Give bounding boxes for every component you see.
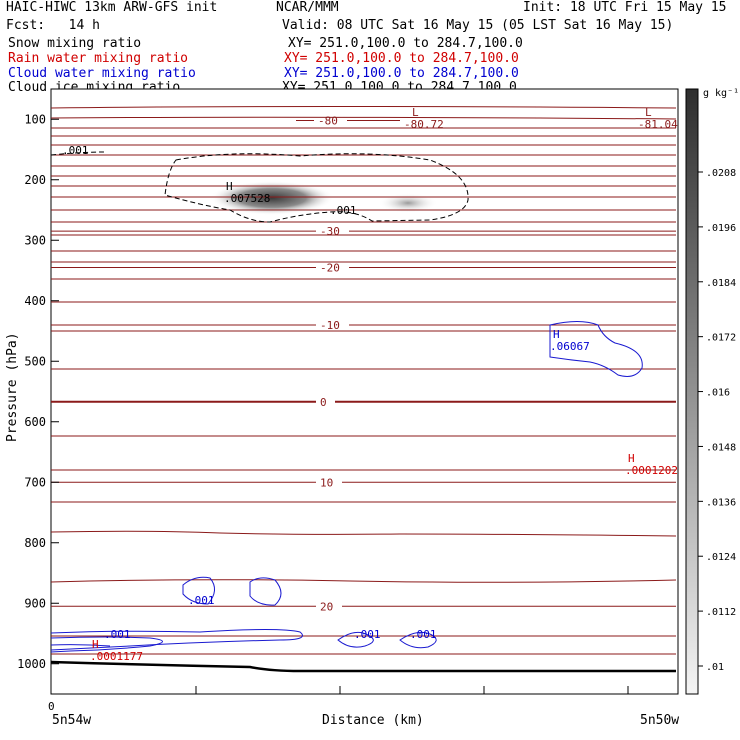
colorbar-tick-label: .016 bbox=[706, 388, 730, 399]
field-snow-xy: XY= 251.0,100.0 to 284.7,100.0 bbox=[288, 36, 523, 51]
isotherm-label: -80 bbox=[318, 114, 338, 127]
y-axis-title: Pressure (hPa) bbox=[5, 332, 20, 442]
annot-low-1-letter: L bbox=[412, 106, 419, 119]
y-tick-label: 1000 bbox=[17, 657, 46, 671]
forecast-hour: Fcst: 14 h bbox=[6, 18, 100, 33]
org-label: NCAR/MMM bbox=[276, 0, 339, 15]
snow-secondary-shading bbox=[378, 193, 438, 213]
snow-maximum-shading bbox=[210, 181, 334, 215]
colorbar-tick-label: .0112 bbox=[706, 607, 736, 618]
colorbar-tick-label: .01 bbox=[706, 662, 724, 673]
annot-ice-label-2: .001 bbox=[62, 144, 89, 157]
field-snow-name: Snow mixing ratio bbox=[8, 36, 142, 51]
valid-time: Valid: 08 UTC Sat 16 May 15 (05 LST Sat … bbox=[282, 18, 674, 33]
plot-frame bbox=[50, 88, 679, 695]
annot-cloudwater-label-4: .001 bbox=[410, 628, 437, 641]
annot-cloudwater-label-2: .001 bbox=[104, 628, 131, 641]
x-axis-left-label: 5n54w bbox=[52, 713, 91, 728]
chart-title: HAIC-HIWC 13km ARW-GFS init bbox=[6, 0, 218, 15]
y-tick-label: 500 bbox=[24, 354, 46, 368]
terrain-line bbox=[50, 660, 676, 673]
y-tick-label: 200 bbox=[24, 173, 46, 187]
annot-cloudwater-label-3: .001 bbox=[354, 628, 381, 641]
colorbar-tick-label: .0184 bbox=[706, 278, 736, 289]
isotherm-label: -20 bbox=[320, 261, 340, 274]
annot-cloudwater-high-value: .06067 bbox=[550, 340, 590, 353]
annot-rain-high-1-letter: H bbox=[628, 452, 635, 465]
y-axis: 100 200 300 400 500 600 700 800 900 1000 bbox=[17, 112, 59, 671]
y-tick-label: 100 bbox=[24, 112, 46, 126]
init-time: Init: 18 UTC Fri 15 May 15 bbox=[523, 0, 727, 15]
colorbar-tick-label: .0196 bbox=[706, 223, 736, 234]
cloud-water-contours bbox=[50, 321, 643, 653]
y-tick-label: 600 bbox=[24, 415, 46, 429]
isotherm-label: 0 bbox=[320, 396, 327, 409]
field-rain-xy: XY= 251.0,100.0 to 284.7,100.0 bbox=[284, 51, 519, 66]
annot-low-1-value: -80.72 bbox=[404, 118, 444, 131]
annot-cloudwater-label-1: .001 bbox=[188, 594, 215, 607]
colorbar-tick-label: .0136 bbox=[706, 497, 736, 508]
field-cloudwater-name: Cloud water mixing ratio bbox=[8, 66, 196, 81]
colorbar-ticks: .0208 .0196 .0184 .0172 .016 .0148 .0136 .0124.… bbox=[698, 168, 736, 673]
annot-rain-high-2-value: .0001177 bbox=[90, 650, 143, 663]
colorbar-tick-label: .0124 bbox=[706, 552, 736, 563]
colorbar-tick-label: .0208 bbox=[706, 168, 736, 179]
colorbar-tick-label: .0172 bbox=[706, 333, 736, 344]
x-axis-start-tick: 0 bbox=[48, 700, 55, 713]
x-axis-ticks bbox=[50, 686, 629, 694]
y-tick-label: 700 bbox=[24, 475, 46, 489]
contour-annotations: L -80.72 L -81.04 H .007528 .001 .001 H … bbox=[62, 106, 678, 663]
annot-cloudwater-high-letter: H bbox=[553, 328, 560, 341]
isotherm-lines bbox=[50, 106, 677, 655]
y-tick-label: 900 bbox=[24, 596, 46, 610]
annot-low-2-letter: L bbox=[645, 106, 652, 119]
colorbar-tick-label: .0148 bbox=[706, 442, 736, 453]
annot-rain-high-1-value: .0001202 bbox=[625, 464, 678, 477]
annot-rain-high-2-letter: H bbox=[92, 638, 99, 651]
isotherm-label: 20 bbox=[320, 600, 333, 613]
field-cloudwater-xy: XY= 251.0,100.0 to 284.7,100.0 bbox=[284, 66, 519, 81]
y-tick-label: 300 bbox=[24, 233, 46, 247]
isotherm-label: 10 bbox=[320, 476, 333, 489]
x-axis-right-label: 5n50w bbox=[640, 713, 679, 728]
annot-snow-high-value: .007528 bbox=[224, 192, 270, 205]
isotherm-label: -30 bbox=[320, 225, 340, 238]
annot-low-2-value: -81.04 bbox=[638, 118, 678, 131]
colorbar bbox=[685, 88, 699, 695]
labeled-isotherms: -80 -30 -20 -10 0 10 20 bbox=[51, 114, 676, 613]
y-tick-label: 400 bbox=[24, 294, 46, 308]
isotherm-label: -10 bbox=[320, 319, 340, 332]
field-rain-name: Rain water mixing ratio bbox=[8, 51, 189, 66]
y-tick-label: 800 bbox=[24, 536, 46, 550]
colorbar-unit: g kg⁻¹ bbox=[703, 88, 739, 99]
annot-ice-label-1: .001 bbox=[330, 204, 357, 217]
x-axis-title: Distance (km) bbox=[322, 713, 424, 728]
annot-snow-high-letter: H bbox=[226, 180, 233, 193]
cloud-ice-contour bbox=[164, 153, 469, 223]
cloud-ice-contour-edge bbox=[50, 151, 107, 156]
